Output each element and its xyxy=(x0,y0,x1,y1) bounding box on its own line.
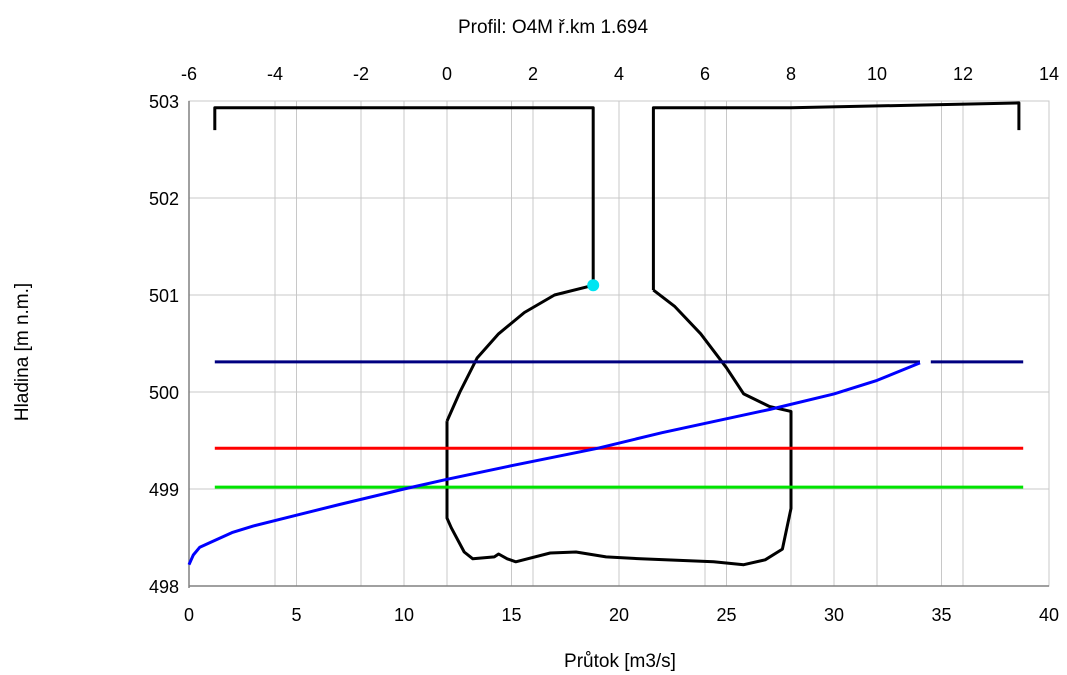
x2-tick-label: 8 xyxy=(786,64,796,84)
x2-tick-label: -6 xyxy=(181,64,197,84)
y-tick-label: 503 xyxy=(149,92,179,112)
y-tick-label: 502 xyxy=(149,189,179,209)
x-tick-label: 5 xyxy=(291,605,301,625)
series-1-line-1 xyxy=(445,288,793,567)
series-1-line-0 xyxy=(445,283,594,422)
x-tick-label: 0 xyxy=(184,605,194,625)
y-tick-label: 498 xyxy=(149,577,179,597)
x2-tick-label: 12 xyxy=(953,64,973,84)
series-6-line-0 xyxy=(187,361,921,566)
x-tick-label: 15 xyxy=(501,605,521,625)
x-tick-label: 10 xyxy=(394,605,414,625)
x2-tick-label: 2 xyxy=(528,64,538,84)
x-tick-label: 30 xyxy=(824,605,844,625)
y-axis-title: Hladina [m n.m.] xyxy=(12,283,33,421)
series-0-line-1 xyxy=(651,101,1021,291)
x-tick-label: 25 xyxy=(716,605,736,625)
x2-tick-label: 4 xyxy=(614,64,624,84)
x2-tick-label: 10 xyxy=(867,64,887,84)
x2-tick-label: -2 xyxy=(353,64,369,84)
x2-tick-label: 14 xyxy=(1039,64,1059,84)
chart-title: Profil: O4M ř.km 1.694 xyxy=(458,17,648,38)
x-axis-top-ticks: -6 -4 -2 0 2 4 6 8 10 12 14 xyxy=(181,64,1059,84)
marker-layer xyxy=(587,279,600,292)
x2-tick-label: -4 xyxy=(267,64,283,84)
x2-tick-label: 6 xyxy=(700,64,710,84)
grid xyxy=(189,101,1049,586)
x-tick-label: 35 xyxy=(931,605,951,625)
y-tick-label: 500 xyxy=(149,383,179,403)
series-layer xyxy=(187,101,1024,567)
x-tick-label: 20 xyxy=(609,605,629,625)
series-0-line-0 xyxy=(213,106,595,286)
y-axis-ticks: 498 499 500 501 502 503 xyxy=(149,92,179,597)
plot-frame xyxy=(188,100,1050,588)
y-tick-label: 501 xyxy=(149,286,179,306)
x-axis-title: Průtok [m3/s] xyxy=(564,651,676,672)
y-tick-label: 499 xyxy=(149,480,179,500)
x-axis-bottom-ticks: 0 5 10 15 20 25 30 35 40 xyxy=(184,605,1059,625)
x-tick-label: 40 xyxy=(1039,605,1059,625)
series-2-marker xyxy=(587,279,600,292)
x2-tick-label: 0 xyxy=(442,64,452,84)
